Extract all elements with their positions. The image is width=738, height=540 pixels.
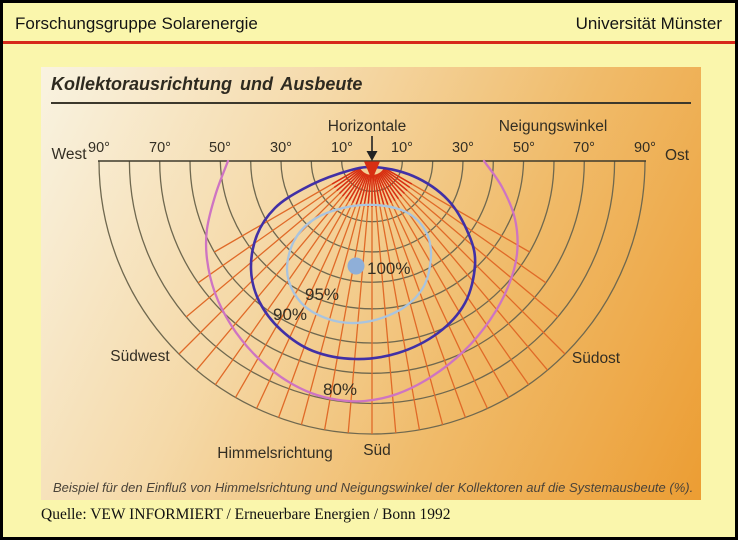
azimuth-ray: [379, 172, 530, 385]
azimuth-ray-core: [348, 172, 366, 202]
azimuth-ray-core: [367, 174, 372, 207]
tilt-tick-label-west-50: 50°: [209, 140, 231, 156]
label-suedost: Südost: [572, 350, 621, 367]
tilt-tick-label-west-70: 70°: [149, 140, 171, 156]
azimuth-ray: [196, 171, 364, 371]
azimuth-ray-core: [355, 173, 368, 205]
azimuth-ray: [377, 173, 488, 409]
page-header: Forschungsgruppe Solarenergie Universitä…: [15, 14, 722, 34]
orientation-yield-chart: 100% 95%90% 80% 10° 10° 30° 30° 50° 50° 70° 70° 90…: [51, 118, 689, 462]
azimuth-ray: [374, 174, 444, 425]
azimuth-ray-core: [381, 170, 406, 195]
source-citation: Quelle: VEW INFORMIERT / Erneuerbare Ene…: [41, 506, 451, 523]
label-himmelsrichtung: Himmelsrichtung: [217, 445, 332, 462]
contour-label-95: 95%: [305, 285, 339, 304]
azimuth-ray: [380, 171, 548, 371]
label-ost: Ost: [665, 147, 690, 164]
contour-label-100: 100%: [367, 259, 410, 278]
azimuth-ray: [256, 173, 367, 409]
azimuth-ray-core: [380, 171, 403, 197]
tilt-tick-label-ost-90: 90°: [634, 140, 656, 156]
azimuth-ray-core: [333, 168, 361, 189]
azimuth-ray-core: [373, 174, 381, 207]
azimuth-ray-core: [372, 174, 377, 207]
direction-labels: Horizontale Neigungswinkel West Ost Südw…: [51, 118, 689, 462]
azimuth-ray-core: [379, 172, 400, 200]
contour-label-90: 90%: [273, 305, 307, 324]
apex-marker-icon: [364, 161, 380, 180]
diagram-panel: Kollektorausrichtung und Ausbeute Beispi…: [41, 67, 701, 500]
label-west: West: [51, 146, 87, 163]
yield-contour-90: [249, 165, 477, 361]
horizontale-arrowhead-icon: [366, 151, 378, 161]
azimuth-ray: [382, 169, 559, 318]
azimuth-ray-core: [378, 172, 396, 202]
azimuth-ray-core: [377, 173, 393, 204]
azimuth-ray: [178, 170, 363, 355]
azimuth-ray-core: [383, 167, 413, 185]
azimuth-ray-core: [344, 172, 365, 200]
azimuth-ray: [197, 168, 361, 284]
tilt-tick-label-ost-70: 70°: [573, 140, 595, 156]
azimuth-ray-core: [374, 174, 385, 206]
azimuth-ray: [300, 174, 370, 425]
tilt-tick-label-west-30: 30°: [270, 140, 292, 156]
azimuth-ray: [376, 173, 467, 418]
label-sued: Süd: [363, 442, 391, 459]
label-suedwest: Südwest: [110, 348, 170, 365]
azimuth-ray-core: [376, 173, 389, 205]
azimuth-ray-core: [351, 173, 367, 204]
azimuth-ray-core: [338, 170, 363, 195]
yield-contour-80: [204, 159, 519, 403]
tilt-tick-label-ost-30: 30°: [452, 140, 474, 156]
azimuth-ray: [378, 172, 510, 398]
azimuth-ray: [347, 174, 372, 433]
azimuth-ray: [372, 174, 397, 433]
azimuth-ray-core: [336, 169, 362, 192]
label-horizontale: Horizontale: [328, 118, 406, 135]
azimuth-ray-core: [382, 169, 408, 192]
yield-contour-95: [285, 203, 433, 325]
azimuth-ray-core: [331, 167, 361, 185]
label-neigungswinkel: Neigungswinkel: [499, 118, 608, 135]
header-divider-rule: [3, 41, 735, 44]
optimum-dot: [347, 257, 365, 275]
panel-caption: Beispiel für den Einfluß von Himmelsrich…: [53, 480, 694, 495]
tilt-tick-label-west-90: 90°: [88, 140, 110, 156]
azimuth-ray-core: [359, 174, 370, 206]
header-left-title: Forschungsgruppe Solarenergie: [15, 14, 258, 33]
header-right-title: Universität Münster: [575, 14, 722, 33]
azimuth-ray: [234, 172, 366, 398]
azimuth-ray: [381, 170, 566, 355]
yield-contours: 100% 95%90% 80%: [204, 159, 519, 403]
tilt-tick-labels: 10° 10° 30° 30° 50° 50° 70° 70° 90° 90°: [88, 140, 656, 156]
azimuth-ray-core: [363, 174, 371, 207]
azimuth-ray: [323, 174, 371, 430]
tilt-tick-label-west-10: 10°: [331, 140, 353, 156]
tilt-tick-label-ost-50: 50°: [513, 140, 535, 156]
panel-title: Kollektorausrichtung und Ausbeute: [51, 74, 691, 104]
contour-label-80: 80%: [323, 380, 357, 399]
azimuth-ray-core: [341, 171, 364, 197]
azimuth-ray: [277, 173, 368, 418]
azimuth-ray-core: [383, 168, 411, 189]
azimuth-rays: [178, 167, 566, 434]
tilt-tick-label-ost-10: 10°: [391, 140, 413, 156]
